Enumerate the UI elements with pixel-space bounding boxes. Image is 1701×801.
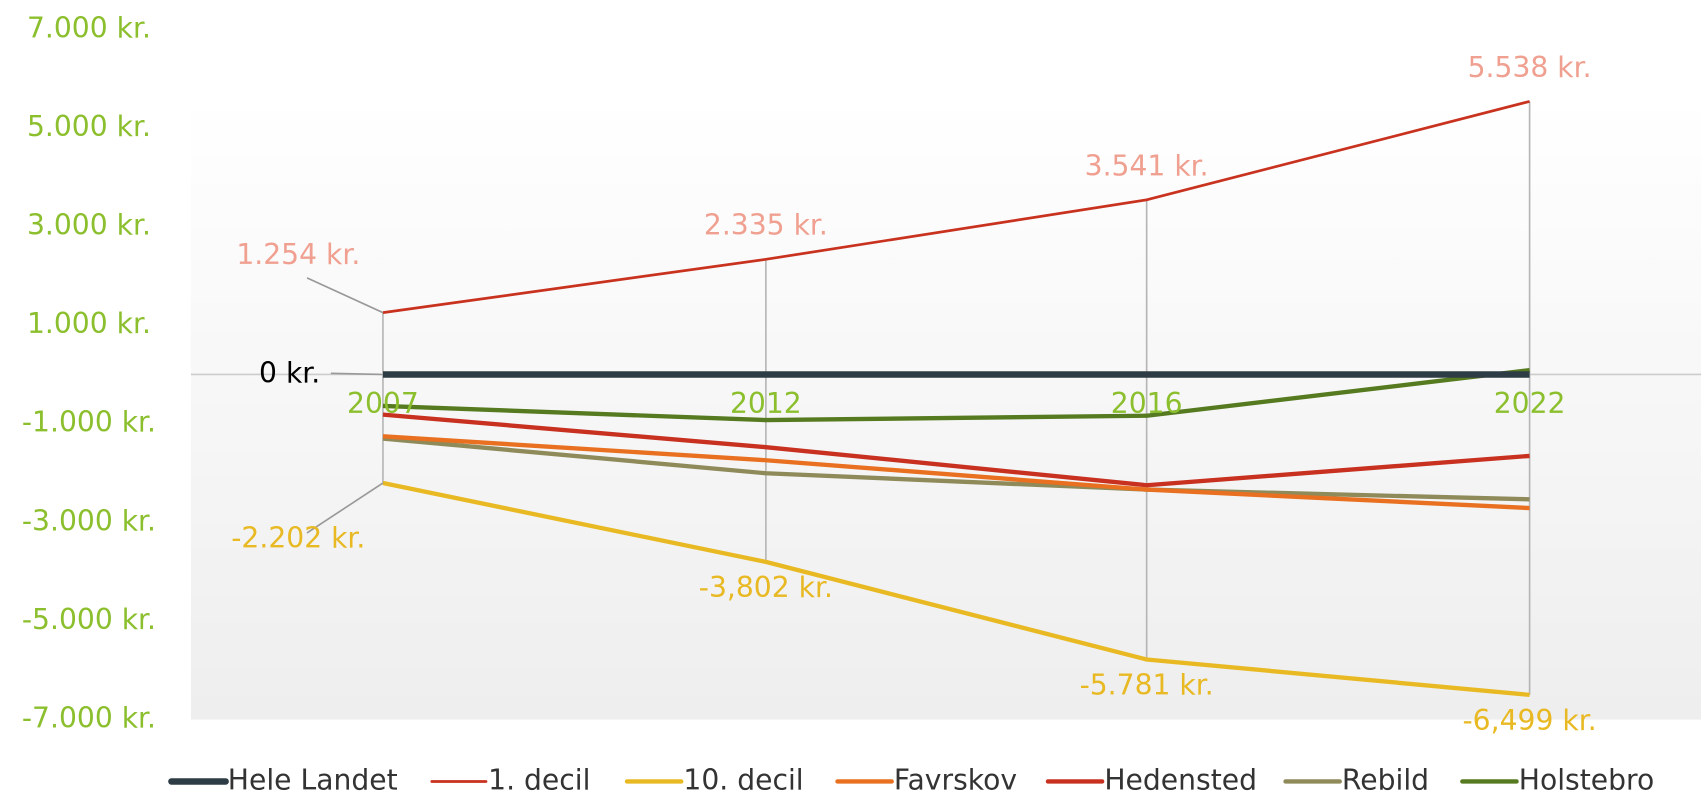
x-tick-label: 2016 xyxy=(1111,387,1183,420)
data-label: 0 kr. xyxy=(259,356,320,389)
legend-label: 1. decil xyxy=(488,763,590,796)
y-tick-label: -3.000 kr. xyxy=(22,504,156,537)
y-tick-label: -5.000 kr. xyxy=(22,603,156,636)
y-tick-label: 1.000 kr. xyxy=(27,307,151,340)
data-label: -5.781 kr. xyxy=(1080,669,1214,702)
series-line xyxy=(382,434,1530,511)
series-line xyxy=(382,436,1530,502)
x-tick-label: 2012 xyxy=(730,387,802,420)
data-label: 2.335 kr. xyxy=(704,209,828,242)
series-line xyxy=(382,367,1530,423)
data-label: 5.538 kr. xyxy=(1468,51,1592,84)
y-tick-label: 3.000 kr. xyxy=(27,209,151,242)
leader-line xyxy=(306,482,384,534)
legend-label: 10. decil xyxy=(683,763,803,796)
x-tick-label: 2022 xyxy=(1494,387,1566,420)
series-line xyxy=(382,100,1530,314)
leader-line xyxy=(330,372,383,376)
y-tick-label: -1.000 kr. xyxy=(22,406,156,439)
legend-label: Hele Landet xyxy=(228,763,398,796)
legend-label: Hedensted xyxy=(1104,763,1257,796)
data-label: 1.254 kr. xyxy=(236,238,360,271)
data-label: 3.541 kr. xyxy=(1085,149,1209,182)
data-label: -6,499 kr. xyxy=(1463,704,1597,737)
y-tick-label: -7.000 kr. xyxy=(22,702,156,735)
series-line xyxy=(382,480,1530,698)
legend-label: Favrskov xyxy=(894,763,1017,796)
legend-label: Rebild xyxy=(1342,763,1429,796)
y-tick-label: 5.000 kr. xyxy=(27,110,151,143)
y-tick-label: 7.000 kr. xyxy=(27,11,151,44)
x-tick-label: 2007 xyxy=(347,387,419,420)
legend-label: Holstebro xyxy=(1519,763,1655,796)
data-label: -3,802 kr. xyxy=(699,571,833,604)
series-line xyxy=(382,412,1530,488)
leader-line xyxy=(306,277,384,314)
data-label: -2.202 kr. xyxy=(231,521,365,554)
